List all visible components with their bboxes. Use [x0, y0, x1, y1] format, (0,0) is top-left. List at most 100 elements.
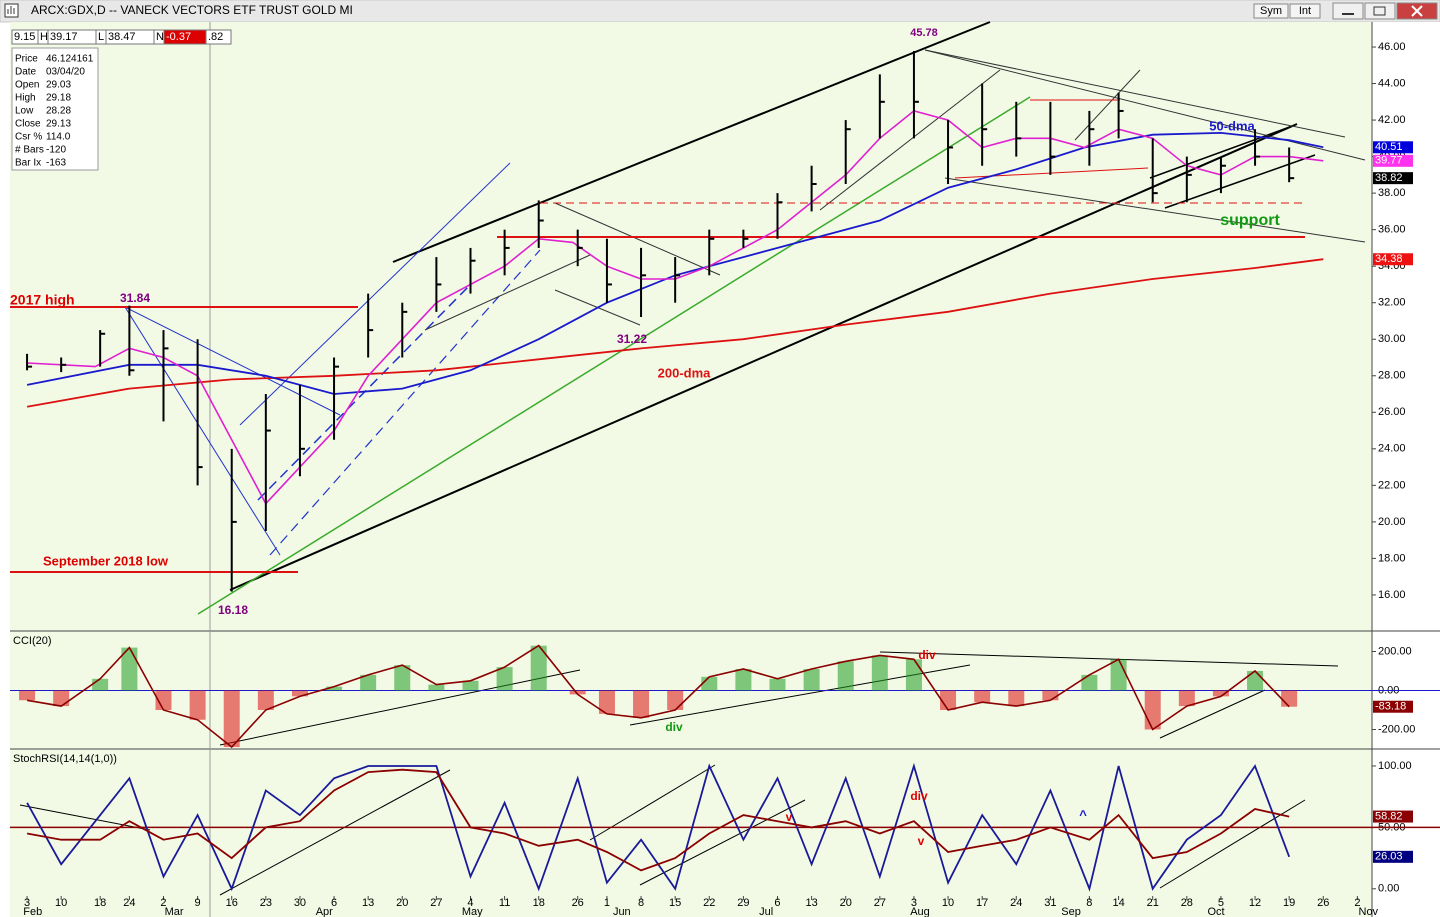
- cci-bar: [223, 690, 240, 748]
- cci-line: [26, 644, 1290, 749]
- cci-bar: [1081, 674, 1098, 691]
- x-tick-label: 12: [1249, 897, 1261, 909]
- annotation: support: [1220, 212, 1280, 229]
- y-tick-label: 28.00: [1378, 370, 1406, 382]
- x-tick-label: 23: [260, 897, 272, 909]
- info-value: 29.13: [46, 119, 71, 130]
- sym-button-label: Sym: [1260, 5, 1282, 17]
- cci-bar: [92, 678, 109, 691]
- value-badge-label: 39.77: [1375, 155, 1403, 167]
- trendline: [229, 123, 1298, 591]
- x-tick-label: 31: [1044, 897, 1056, 909]
- annotation: 16.18: [218, 603, 248, 617]
- x-tick-label: 30: [294, 897, 306, 909]
- month-label: Nov: [1359, 906, 1379, 917]
- cci-bar: [803, 669, 820, 691]
- x-tick-label: 3: [911, 897, 917, 909]
- x-tick-label: 13: [805, 897, 817, 909]
- annotation: 31.22: [617, 332, 647, 346]
- info-value: -120: [46, 145, 66, 156]
- cci-bar: [1110, 659, 1127, 691]
- x-tick-label: 18: [533, 897, 545, 909]
- plot-bg: [10, 22, 1372, 917]
- cci-bar: [121, 647, 138, 691]
- moving-average: [26, 258, 1324, 408]
- cci-bar: [496, 667, 513, 691]
- value-badge-label: 58.82: [1375, 810, 1403, 822]
- field-text: 38.47: [108, 31, 136, 43]
- y-tick-label: 100.00: [1378, 760, 1412, 772]
- field-row: 9.15 H 39.17 L 38.47 N -0.37 .82: [11, 29, 232, 45]
- annotation: 31.84: [120, 291, 150, 305]
- annotation: 45.78: [910, 27, 938, 39]
- x-tick-label: 11: [499, 897, 510, 909]
- value-badge-label: -83.18: [1375, 701, 1406, 713]
- axis-bg: [1372, 22, 1440, 917]
- cci-bar: [871, 655, 888, 691]
- minimize-button[interactable]: [1332, 2, 1364, 20]
- cci-bar: [598, 690, 615, 714]
- x-tick-label: 17: [976, 897, 988, 909]
- x-tick-label: 13: [362, 897, 374, 909]
- value-badge: [1373, 850, 1413, 863]
- y-tick-label: 18.00: [1378, 552, 1406, 564]
- trendline: [639, 799, 806, 886]
- x-tick-label: 2: [1354, 897, 1360, 909]
- cci-bar: [155, 690, 172, 710]
- month-label: Jul: [759, 906, 773, 917]
- x-tick-label: 22: [703, 897, 715, 909]
- x-tick-label: 1: [604, 897, 610, 909]
- field-text: N: [156, 31, 164, 43]
- annotation: September 2018 low: [43, 553, 169, 568]
- annotation: div: [665, 720, 683, 734]
- info-value: -163: [46, 158, 66, 169]
- y-tick-label: 20.00: [1378, 516, 1406, 528]
- cci-bar: [53, 690, 70, 707]
- value-badge: [1373, 154, 1413, 167]
- x-tick-label: 10: [55, 897, 67, 909]
- cci-bar: [769, 678, 786, 691]
- sym-button[interactable]: [1253, 3, 1289, 19]
- x-tick-label: 14: [1112, 897, 1124, 909]
- y-tick-label: 38.00: [1378, 187, 1406, 199]
- x-tick-label: 27: [430, 897, 442, 909]
- x-tick-label: 9: [195, 897, 201, 909]
- app-icon-glyph: [7, 6, 15, 14]
- cci-bar: [1281, 690, 1298, 707]
- info-box-bg: [11, 47, 99, 171]
- cci-bar: [701, 676, 718, 691]
- y-tick-label: 22.00: [1378, 479, 1406, 491]
- field-text: .82: [208, 31, 223, 43]
- cci-bar: [1178, 690, 1195, 707]
- panel-title: StochRSI(14,14(1,0)): [13, 753, 117, 765]
- int-button-label: Int: [1299, 5, 1311, 17]
- info-label: Close: [15, 119, 41, 130]
- cci-bar: [326, 686, 343, 691]
- trendline: [1159, 689, 1266, 739]
- window-title: ARCX:GDX,D -- VANECK VECTORS ETF TRUST G…: [31, 3, 353, 17]
- int-button[interactable]: [1289, 3, 1321, 19]
- info-label: Date: [15, 67, 37, 78]
- y-tick-label: 24.00: [1378, 443, 1406, 455]
- month-label: Apr: [316, 906, 333, 917]
- moving-average: [27, 110, 1324, 505]
- x-tick-label: 3: [24, 897, 30, 909]
- value-badge-label: 26.03: [1375, 851, 1403, 863]
- x-tick-label: 6: [774, 897, 780, 909]
- y-tick-label: 30.00: [1378, 333, 1406, 345]
- info-label: High: [15, 93, 36, 104]
- field-text: -0.37: [166, 31, 191, 43]
- annotation: ^: [1079, 807, 1087, 822]
- cci-bar: [905, 659, 922, 691]
- x-tick-label: 24: [123, 897, 135, 909]
- month-label: Mar: [165, 906, 184, 917]
- value-badge: [1373, 172, 1413, 185]
- x-tick-label: 19: [1283, 897, 1295, 909]
- trendline: [924, 49, 1366, 161]
- y-tick-label: 44.00: [1378, 77, 1406, 89]
- value-badge: [1373, 700, 1413, 713]
- x-tick-label: 5: [1218, 897, 1224, 909]
- trendline: [219, 769, 451, 896]
- restore-button[interactable]: [1364, 2, 1396, 20]
- annotation: v: [786, 810, 793, 824]
